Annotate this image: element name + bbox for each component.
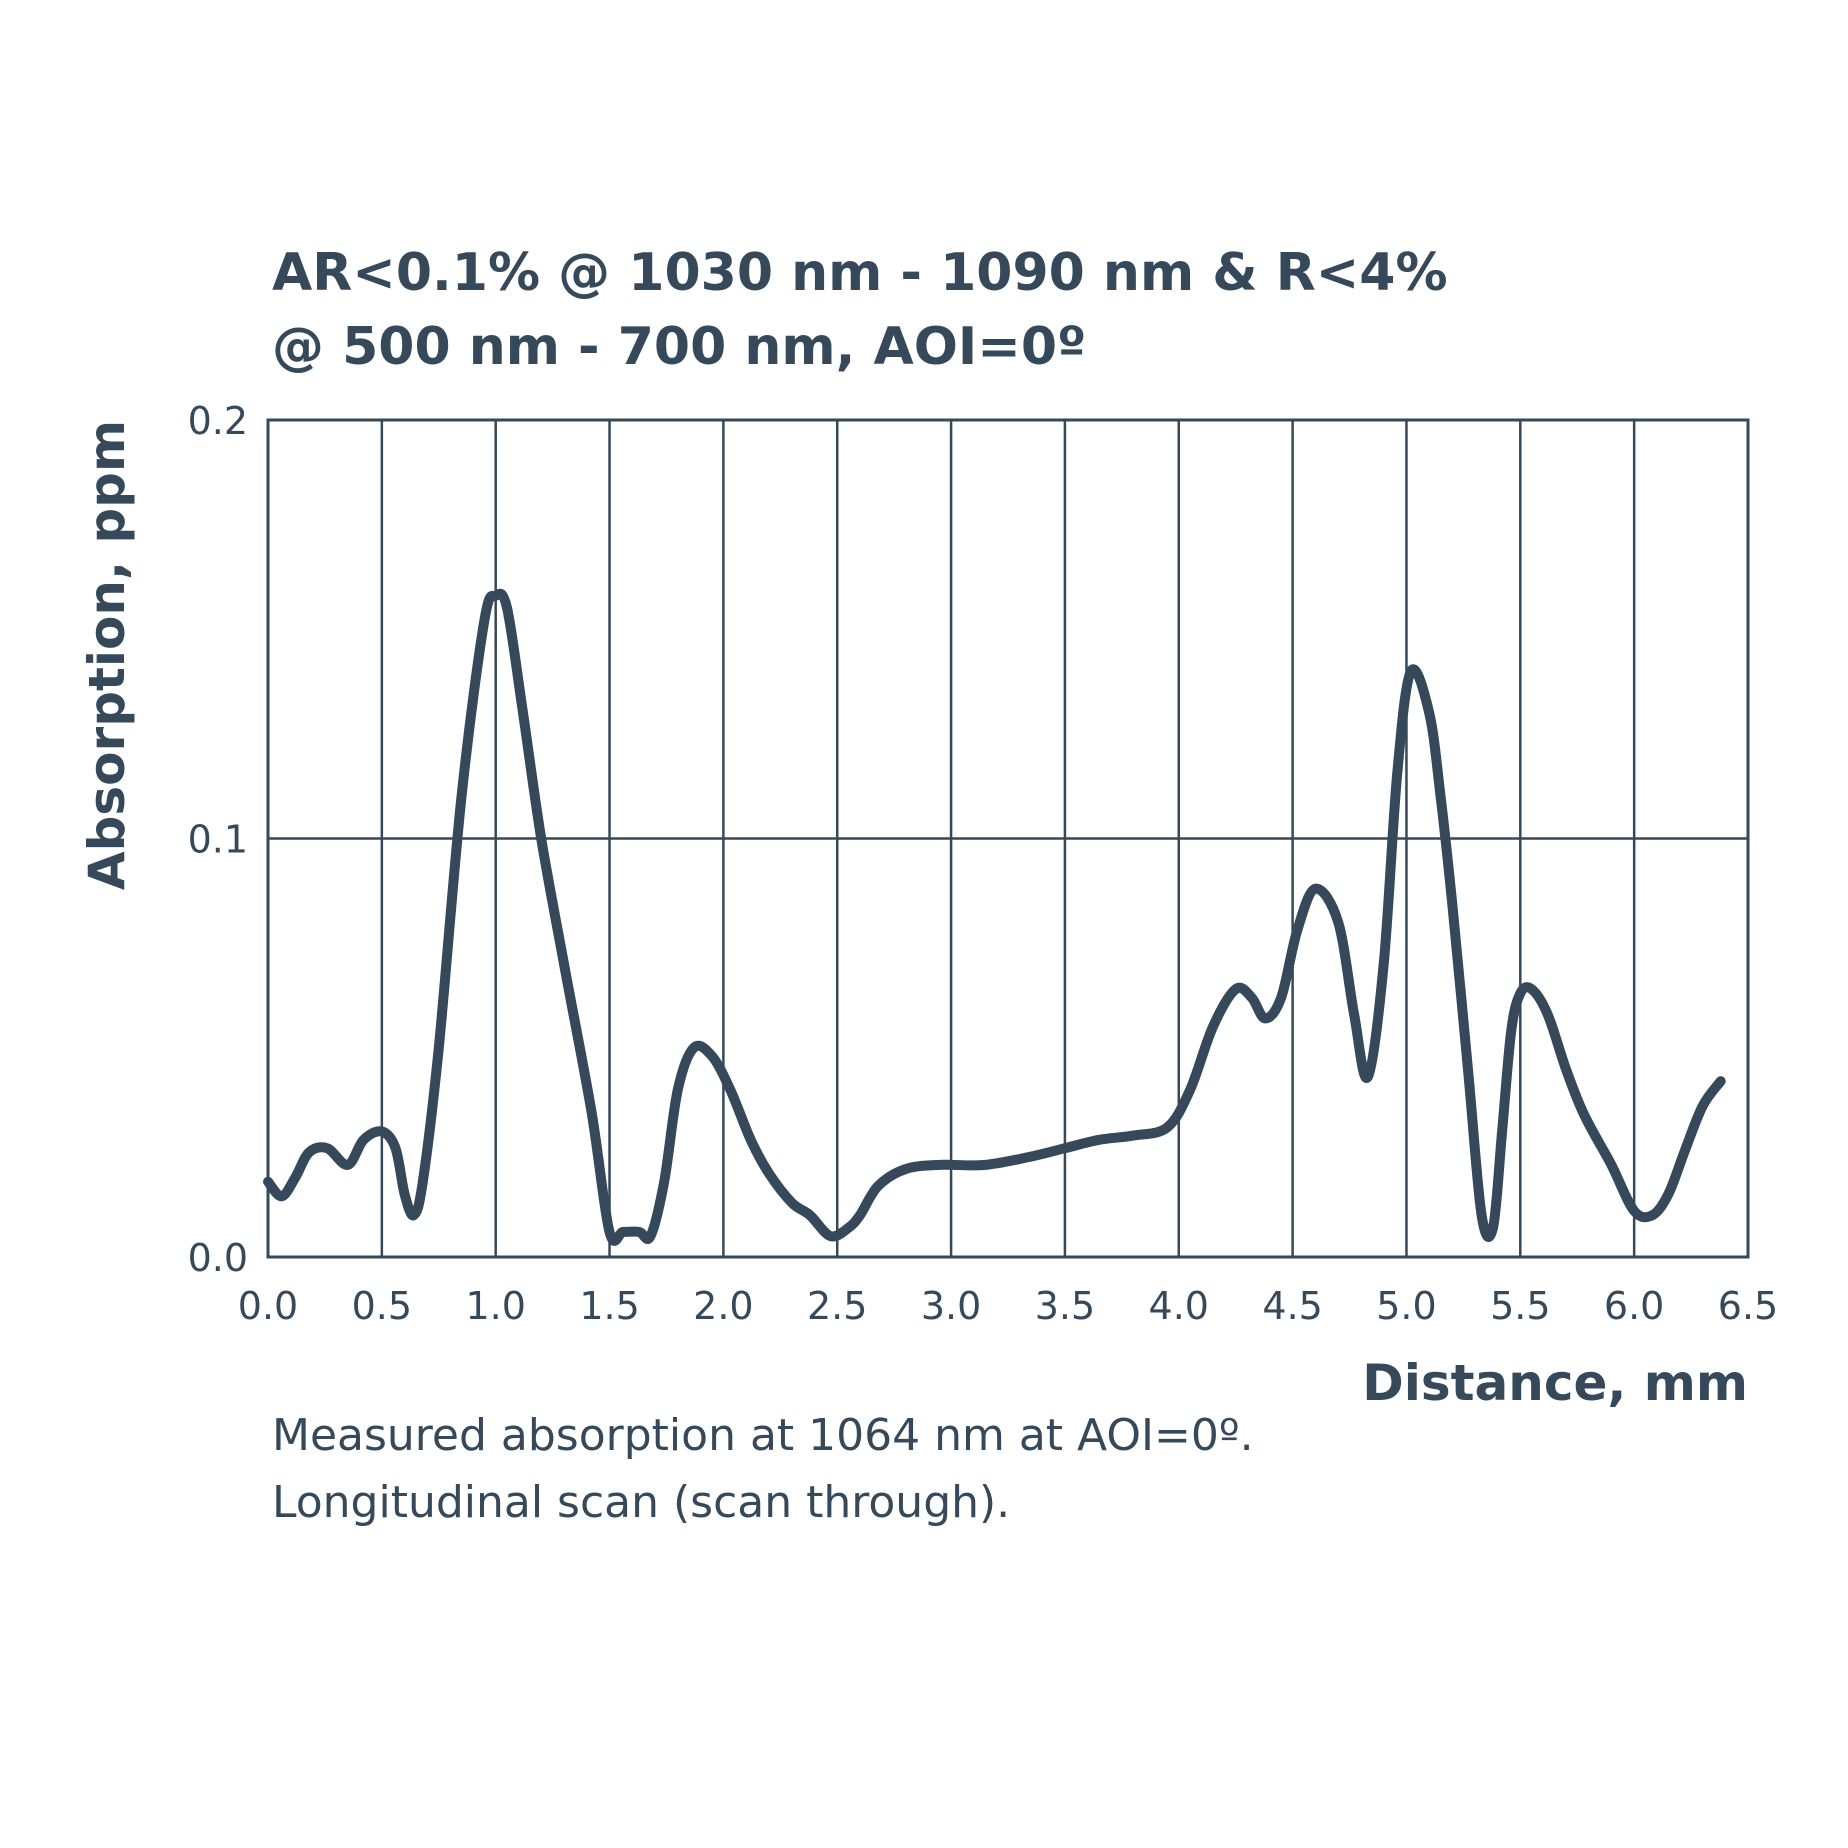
x-tick-label: 1.5 <box>579 1284 639 1328</box>
x-tick-label: 5.5 <box>1490 1284 1550 1328</box>
caption-line-2: Longitudinal scan (scan through). <box>272 1477 1010 1528</box>
x-axis-title: Distance, mm <box>1362 1354 1748 1412</box>
x-axis-ticks: 0.0 0.5 1.0 1.5 2.0 2.5 3.0 3.5 4.0 4.5 5.0 5.5 6.0 6… <box>238 1284 1778 1328</box>
x-tick-label: 6.5 <box>1718 1284 1778 1328</box>
x-tick-label: 0.5 <box>352 1284 412 1328</box>
y-axis-title: Absorption, ppm <box>78 420 136 890</box>
x-tick-label: 1.0 <box>465 1284 525 1328</box>
x-tick-label: 4.0 <box>1149 1284 1209 1328</box>
plot-frame <box>266 418 1750 1259</box>
x-tick-label: 3.5 <box>1035 1284 1095 1328</box>
y-axis-ticks: 0.0 0.1 0.2 <box>188 399 248 1280</box>
series-line-absorption <box>263 588 1726 1246</box>
x-tick-label: 2.0 <box>693 1284 753 1328</box>
chart-title-line-1: AR<0.1% @ 1030 nm - 1090 nm & R<4% <box>272 243 1448 303</box>
x-tick-label: 2.5 <box>807 1284 867 1328</box>
x-tick-label: 6.0 <box>1604 1284 1664 1328</box>
y-tick-label: 0.1 <box>188 818 248 862</box>
x-tick-label: 4.5 <box>1262 1284 1322 1328</box>
series-layer <box>263 588 1726 1246</box>
x-tick-label: 5.0 <box>1376 1284 1436 1328</box>
x-tick-label: 0.0 <box>238 1284 298 1328</box>
y-tick-label: 0.2 <box>188 399 248 443</box>
y-tick-label: 0.0 <box>188 1236 248 1280</box>
grid <box>266 418 1750 1259</box>
caption-line-1: Measured absorption at 1064 nm at AOI=0º… <box>272 1410 1254 1461</box>
x-tick-label: 3.0 <box>921 1284 981 1328</box>
chart-title-line-2: @ 500 nm - 700 nm, AOI=0º <box>272 317 1086 377</box>
